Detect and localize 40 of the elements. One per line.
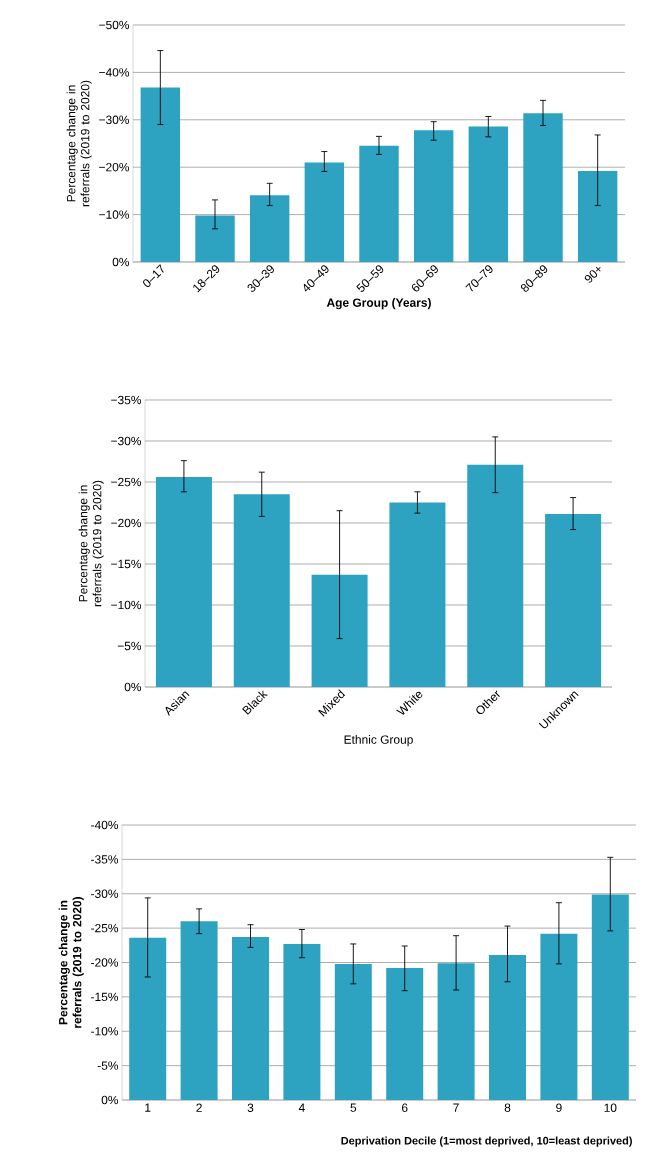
y-tick-label: -20% (91, 958, 119, 967)
x-tick-label: 10 (604, 1103, 617, 1112)
y-tick-label: −20% (111, 518, 142, 528)
x-axis-title: Ethnic Group (344, 735, 413, 747)
y-tick-label: −5% (117, 641, 142, 651)
x-axis-title: Deprivation Decile (1=most deprived, 10=least deprived) (341, 1136, 632, 1147)
y-axis-title: Percentage change in referrals (2019 to 2020) (66, 80, 92, 207)
y-tick-label: -35% (91, 855, 119, 864)
y-tick-label: −35% (111, 395, 142, 405)
x-tick-label: 2 (196, 1103, 202, 1112)
x-tick-label: 9 (556, 1103, 562, 1112)
y-tick-label: 0% (112, 257, 130, 267)
y-tick-label: 0% (101, 1095, 119, 1105)
x-tick-label: 3 (247, 1103, 254, 1112)
x-tick-label: 4 (298, 1103, 305, 1112)
y-tick-label: 0% (124, 682, 142, 692)
x-tick-label: 8 (504, 1103, 511, 1112)
y-axis-title: Percentage change in referrals (2019 to 2020) (78, 480, 104, 607)
y-tick-label: −15% (111, 559, 142, 569)
y-tick-label: -10% (91, 1027, 119, 1036)
x-tick-label: 90+ (584, 266, 601, 283)
x-tick-label: 7 (453, 1103, 459, 1112)
x-axis-title: Age Group (Years) (326, 298, 431, 310)
y-tick-label: -25% (91, 923, 119, 933)
x-tick-label: 1 (145, 1103, 151, 1112)
y-tick-label: −20% (99, 162, 130, 172)
y-tick-label: −30% (111, 436, 142, 446)
y-tick-label: -40% (91, 820, 119, 830)
y-axis-title: Percentage change in referrals (2019 to 2020) (58, 897, 84, 1028)
y-tick-label: −25% (111, 477, 142, 487)
y-tick-label: −10% (99, 210, 130, 219)
y-tick-label: -15% (91, 992, 119, 1002)
y-tick-label: -5% (97, 1061, 119, 1070)
x-tick-label: 5 (350, 1103, 357, 1112)
y-tick-label: −10% (111, 600, 142, 610)
y-tick-label: −50% (99, 20, 130, 30)
x-tick-label: 6 (401, 1103, 408, 1112)
y-tick-label: −40% (99, 68, 130, 77)
y-tick-label: −30% (99, 115, 130, 125)
y-tick-label: -30% (91, 889, 119, 898)
